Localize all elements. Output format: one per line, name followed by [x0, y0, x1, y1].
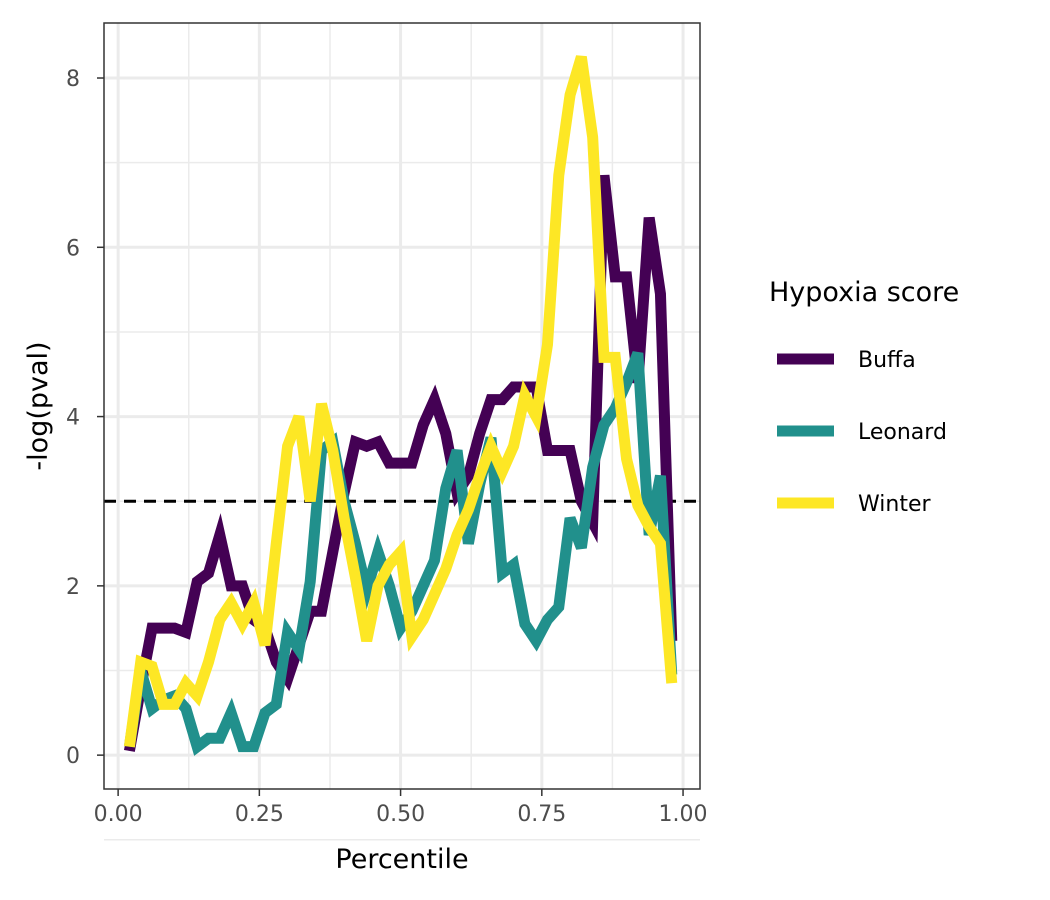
x-tick-label: 0.25: [235, 802, 284, 827]
x-axis: 0.00 0.25 0.50 0.75 1.00: [94, 789, 708, 827]
y-axis: 0 2 4 6 8: [66, 67, 104, 769]
y-tick-label: 0: [66, 744, 80, 769]
legend-items: Buffa Leonard Winter: [777, 348, 947, 517]
legend-item-winter: Winter: [777, 492, 931, 517]
legend-label-winter: Winter: [858, 492, 931, 517]
x-tick-label: 0.00: [94, 802, 143, 827]
y-tick-label: 2: [66, 575, 80, 600]
x-tick-label: 0.50: [376, 802, 425, 827]
series-line-leonard: [123, 351, 678, 756]
y-tick-label: 6: [66, 236, 80, 261]
legend-label-leonard: Leonard: [858, 420, 947, 445]
x-axis-title: Percentile: [335, 844, 468, 875]
x-tick-label: 1.00: [659, 802, 708, 827]
legend-item-leonard: Leonard: [777, 420, 947, 445]
legend-title: Hypoxia score: [769, 277, 959, 308]
legend-label-buffa: Buffa: [858, 348, 916, 373]
series-line-winter: [123, 55, 678, 748]
y-tick-label: 8: [66, 67, 80, 92]
legend: Hypoxia score Buffa Leonard Winter: [769, 277, 959, 517]
x-tick-label: 0.75: [517, 802, 566, 827]
y-tick-label: 4: [66, 406, 80, 431]
y-axis-title: -log(pval): [23, 341, 54, 470]
series-group: [123, 55, 678, 756]
legend-item-buffa: Buffa: [777, 348, 916, 373]
panel-border: [103, 22, 701, 790]
series-line-buffa: [124, 174, 678, 752]
